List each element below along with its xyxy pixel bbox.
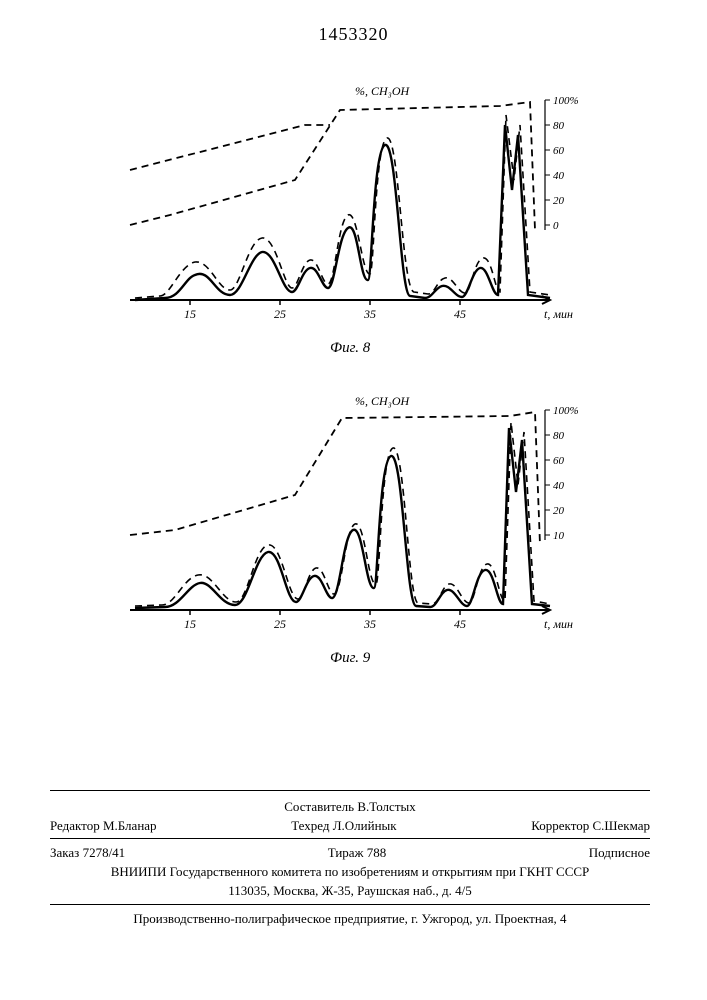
- separator-line-2: [50, 838, 650, 839]
- svg-text:%, CH₃OH: %, CH₃OH: [355, 394, 411, 408]
- separator-line: [50, 790, 650, 791]
- svg-text:45: 45: [454, 307, 466, 321]
- compiler-label: Составитель: [284, 799, 354, 814]
- corrector-label: Корректор: [531, 818, 589, 833]
- techred-label: Техред: [291, 818, 329, 833]
- techred-name: Л.Олийнык: [333, 818, 397, 833]
- svg-text:10: 10: [553, 530, 565, 542]
- svg-text:80: 80: [553, 120, 565, 132]
- svg-text:20: 20: [553, 505, 565, 517]
- svg-text:100%: 100%: [553, 405, 579, 417]
- svg-text:35: 35: [363, 307, 376, 321]
- svg-text:25: 25: [274, 617, 286, 631]
- separator-line-3: [50, 904, 650, 905]
- corrector-name: С.Шекмар: [592, 818, 650, 833]
- svg-text:t, мин: t, мин: [544, 617, 573, 631]
- svg-text:25: 25: [274, 307, 286, 321]
- chromatogram-fig8: 15 25 35 45 t, мин 100% 80 60 40 20 0 %, CH₃OH: [110, 70, 580, 330]
- subscription: Подписное: [589, 844, 650, 863]
- editor-label: Редактор: [50, 818, 100, 833]
- order-label: Заказ: [50, 845, 79, 860]
- svg-text:15: 15: [184, 617, 196, 631]
- svg-text:20: 20: [553, 195, 565, 207]
- svg-text:100%: 100%: [553, 95, 579, 107]
- credits-block: Составитель В.Толстых Редактор М.Бланар …: [50, 798, 650, 836]
- patent-number: 1453320: [0, 24, 707, 45]
- caption-fig9: Фиг. 9: [330, 650, 370, 667]
- svg-text:%, CH₃OH: %, CH₃OH: [355, 84, 411, 98]
- svg-text:80: 80: [553, 430, 565, 442]
- tirazh-label: Тираж: [328, 845, 364, 860]
- svg-text:60: 60: [553, 145, 565, 157]
- editor-name: М.Бланар: [103, 818, 157, 833]
- compiler-name: В.Толстых: [357, 799, 415, 814]
- svg-text:40: 40: [553, 480, 565, 492]
- publication-block: Заказ 7278/41 Тираж 788 Подписное ВНИИПИ…: [50, 844, 650, 901]
- svg-text:40: 40: [553, 170, 565, 182]
- print-line-block: Производственно-полиграфическое предприя…: [50, 910, 650, 929]
- svg-text:60: 60: [553, 455, 565, 467]
- order-value: 7278/41: [83, 845, 126, 860]
- org-line2: 113035, Москва, Ж-35, Раушская наб., д. …: [50, 882, 650, 901]
- tirazh-value: 788: [367, 845, 387, 860]
- caption-fig8: Фиг. 8: [330, 340, 370, 357]
- print-line: Производственно-полиграфическое предприя…: [50, 910, 650, 929]
- svg-text:15: 15: [184, 307, 196, 321]
- org-line1: ВНИИПИ Государственного комитета по изоб…: [50, 863, 650, 882]
- svg-text:0: 0: [553, 220, 559, 232]
- svg-text:35: 35: [363, 617, 376, 631]
- svg-text:t, мин: t, мин: [544, 307, 573, 321]
- chromatogram-fig9: 15 25 35 45 t, мин 100% 80 60 40 20 10 %, CH₃OH: [110, 380, 580, 640]
- svg-text:45: 45: [454, 617, 466, 631]
